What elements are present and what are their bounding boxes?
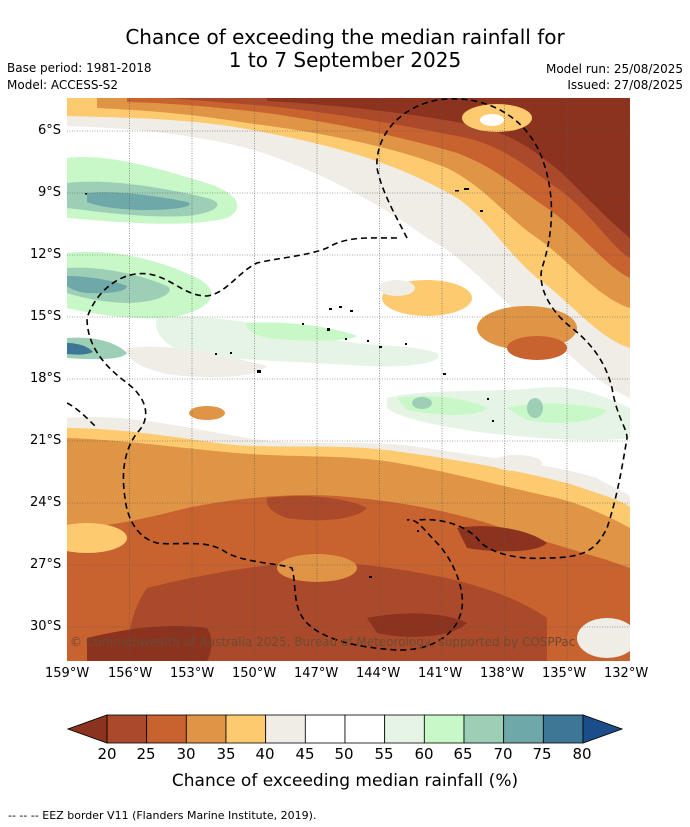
colorbar-cell: [463, 714, 505, 744]
colorbar-over-arrow: [582, 714, 623, 744]
colorbar-cell: [344, 714, 386, 744]
colorbar-label: 55: [374, 745, 394, 763]
colorbar-cell: [185, 714, 227, 744]
copyright-notice: © Commonwealth of Australia 2025, Bureau…: [70, 635, 576, 649]
base-period-label: Base period: 1981-2018: [7, 61, 152, 75]
lon-tick: 153°W: [170, 666, 215, 681]
colorbar-label: 25: [136, 745, 156, 763]
lat-tick: 6°S: [38, 123, 62, 138]
model-label: Model: ACCESS-S2: [7, 78, 119, 92]
colorbar-label: 30: [176, 745, 196, 763]
issued-label: Issued: 27/08/2025: [567, 78, 683, 92]
colorbar-label: 35: [216, 745, 236, 763]
colorbar-label: 65: [453, 745, 473, 763]
lon-tick: 150°W: [232, 666, 277, 681]
colorbar-cell: [304, 714, 346, 744]
colorbar-label: 70: [493, 745, 513, 763]
model-run-label: Model run: 25/08/2025: [545, 62, 683, 76]
colorbar-label: 45: [295, 745, 315, 763]
colorbar-label: 50: [334, 745, 354, 763]
colorbar-cell: [542, 714, 584, 744]
lon-tick: 144°W: [356, 666, 401, 681]
lat-tick: 15°S: [30, 309, 62, 324]
colorbar-label: 40: [255, 745, 275, 763]
colorbar-label: 80: [572, 745, 592, 763]
eez-legend: -- -- -- EEZ border V11 (Flanders Marine…: [8, 809, 317, 822]
lon-tick: 132°W: [604, 666, 649, 681]
colorbar-cell: [423, 714, 465, 744]
rainfall-map: © Commonwealth of Australia 2025, Bureau…: [67, 98, 630, 661]
colorbar-title: Chance of exceeding median rainfall (%): [171, 771, 519, 791]
lon-tick: 159°W: [45, 666, 90, 681]
map-title-line1: Chance of exceeding the median rainfall …: [125, 25, 565, 49]
colorbar-cell: [265, 714, 306, 744]
lat-tick: 12°S: [30, 247, 62, 262]
lat-tick: 21°S: [30, 433, 62, 448]
lat-tick: 9°S: [38, 185, 62, 200]
colorbar-cell: [384, 714, 425, 744]
lat-tick: 24°S: [30, 495, 62, 510]
map-title-line2: 1 to 7 September 2025: [228, 48, 462, 72]
lon-tick: 141°W: [418, 666, 463, 681]
colorbar-under-arrow: [67, 714, 108, 744]
rainfall-map-canvas: [67, 98, 630, 661]
colorbar-cell: [225, 714, 267, 744]
lat-tick: 30°S: [30, 619, 62, 634]
lon-tick: 147°W: [294, 666, 339, 681]
colorbar-label: 20: [97, 745, 117, 763]
colorbar: [67, 714, 623, 744]
colorbar-cell: [106, 714, 148, 744]
lon-tick: 156°W: [108, 666, 153, 681]
colorbar-cell: [146, 714, 187, 744]
lon-tick: 138°W: [480, 666, 525, 681]
lat-tick: 27°S: [30, 557, 62, 572]
colorbar-label: 60: [414, 745, 434, 763]
colorbar-cell: [503, 714, 544, 744]
colorbar-label: 75: [532, 745, 552, 763]
lon-tick: 135°W: [542, 666, 587, 681]
lat-tick: 18°S: [30, 371, 62, 386]
